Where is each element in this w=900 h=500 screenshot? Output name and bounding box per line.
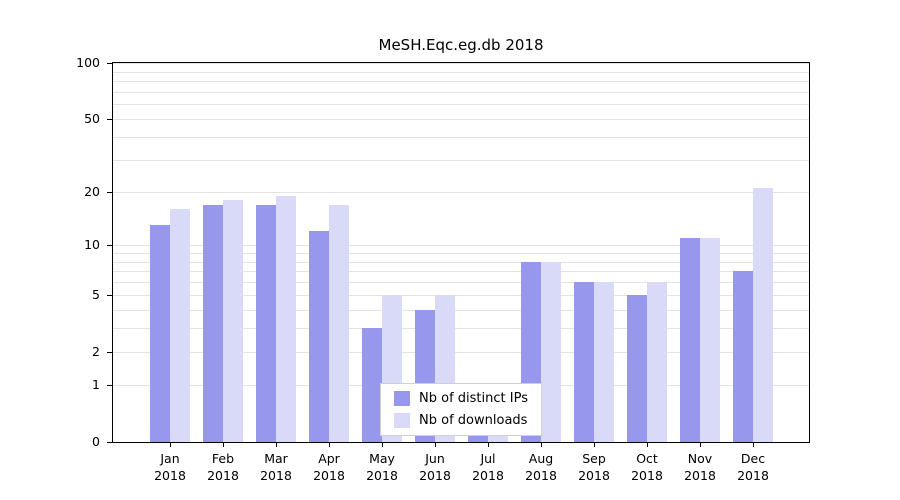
x-tick-nov xyxy=(700,443,701,447)
legend-item-distinct-ips: Nb of distinct IPs xyxy=(394,391,528,406)
y-tick-label-0: 0 xyxy=(92,434,100,449)
gridline-20 xyxy=(113,191,809,193)
x-label-jul: Jul 2018 xyxy=(472,451,504,483)
gridline-4 xyxy=(113,309,809,311)
legend-swatch-downloads xyxy=(394,413,411,428)
bar-distinct-ips-apr xyxy=(309,231,329,442)
x-label-feb: Feb 2018 xyxy=(207,451,239,483)
x-label-oct: Oct 2018 xyxy=(631,451,663,483)
x-tick-oct xyxy=(647,443,648,447)
x-tick-jul xyxy=(488,443,489,447)
gridline-30 xyxy=(113,160,809,161)
x-tick-sep xyxy=(594,443,595,447)
y-tick-label-50: 50 xyxy=(84,111,100,126)
gridline-10 xyxy=(113,245,809,247)
legend-swatch-distinct-ips xyxy=(394,391,411,406)
bar-downloads-sep xyxy=(594,282,614,442)
gridline-2 xyxy=(113,351,809,353)
gridline-5 xyxy=(113,294,809,296)
gridline-6 xyxy=(113,282,809,284)
legend-item-downloads: Nb of downloads xyxy=(394,413,528,428)
legend: Nb of distinct IPs Nb of downloads xyxy=(380,383,542,436)
x-tick-jun xyxy=(435,443,436,447)
bar-downloads-feb xyxy=(223,200,243,442)
x-label-may: May 2018 xyxy=(366,451,398,483)
bar-downloads-apr xyxy=(329,205,349,442)
gridline-9 xyxy=(113,252,809,254)
bar-downloads-oct xyxy=(647,282,667,442)
gridline-50 xyxy=(113,119,809,121)
gridline-60 xyxy=(113,104,809,106)
gridline-3 xyxy=(113,328,809,330)
x-label-mar: Mar 2018 xyxy=(260,451,292,483)
chart-title: MeSH.Eqc.eg.db 2018 xyxy=(378,36,544,54)
gridline-7 xyxy=(113,271,809,273)
x-tick-aug xyxy=(541,443,542,447)
bar-downloads-dec xyxy=(753,188,773,442)
bar-distinct-ips-dec xyxy=(733,271,753,442)
legend-label-downloads: Nb of downloads xyxy=(419,413,528,428)
x-label-nov: Nov 2018 xyxy=(684,451,716,483)
y-tick-label-1: 1 xyxy=(92,377,100,392)
y-tick-label-100: 100 xyxy=(76,55,100,70)
bar-downloads-mar xyxy=(276,196,296,442)
x-tick-feb xyxy=(223,443,224,447)
gridline-80 xyxy=(113,81,809,83)
bar-distinct-ips-may xyxy=(362,328,382,442)
gridline-90 xyxy=(113,71,809,73)
x-label-dec: Dec 2018 xyxy=(737,451,769,483)
bar-distinct-ips-sep xyxy=(574,282,594,442)
bar-distinct-ips-feb xyxy=(203,205,223,442)
x-label-jan: Jan 2018 xyxy=(154,451,186,483)
x-tick-mar xyxy=(276,443,277,447)
y-tick-label-10: 10 xyxy=(84,237,100,252)
y-tick-label-20: 20 xyxy=(84,184,100,199)
bar-distinct-ips-nov xyxy=(680,238,700,442)
gridline-70 xyxy=(113,91,809,93)
x-tick-apr xyxy=(329,443,330,447)
x-label-apr: Apr 2018 xyxy=(313,451,345,483)
bar-distinct-ips-mar xyxy=(256,205,276,442)
x-tick-may xyxy=(382,443,383,447)
x-label-sep: Sep 2018 xyxy=(578,451,610,483)
x-label-aug: Aug 2018 xyxy=(525,451,557,483)
bar-distinct-ips-oct xyxy=(627,295,647,442)
bar-distinct-ips-jan xyxy=(150,225,170,442)
x-tick-dec xyxy=(753,443,754,447)
y-tick-label-2: 2 xyxy=(92,344,100,359)
x-label-jun: Jun 2018 xyxy=(419,451,451,483)
plot-area: Nb of distinct IPs Nb of downloads xyxy=(112,62,810,443)
x-tick-jan xyxy=(170,443,171,447)
bar-downloads-aug xyxy=(541,262,561,442)
bar-downloads-nov xyxy=(700,238,720,442)
gridline-8 xyxy=(113,261,809,263)
y-tick-label-5: 5 xyxy=(92,287,100,302)
bar-downloads-jan xyxy=(170,209,190,442)
gridline-40 xyxy=(113,137,809,139)
legend-label-distinct-ips: Nb of distinct IPs xyxy=(419,391,528,406)
gridline-100 xyxy=(113,63,809,64)
